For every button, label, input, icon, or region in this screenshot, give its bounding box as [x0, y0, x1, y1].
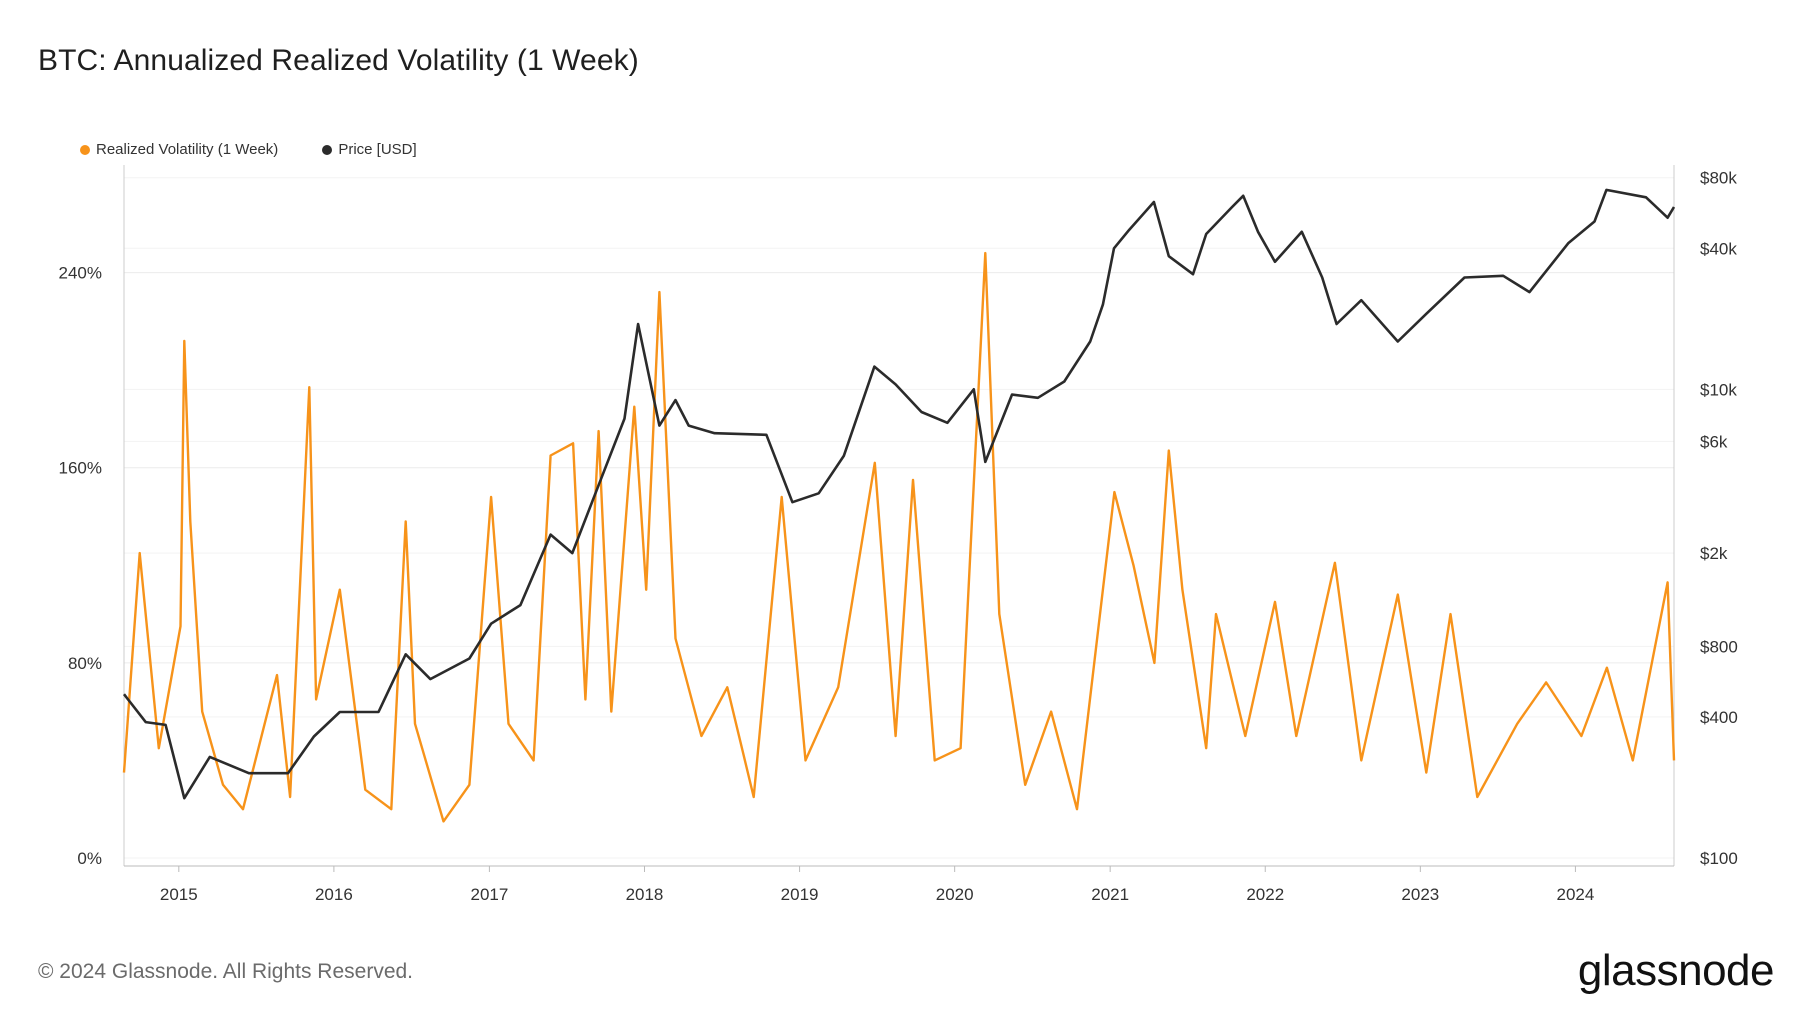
x-tick-label: 2017 [470, 885, 508, 904]
axes-layer [123, 165, 1675, 872]
legend-item-volatility[interactable]: Realized Volatility (1 Week) [80, 141, 278, 158]
x-tick-label: 2022 [1246, 885, 1284, 904]
volatility-series [122, 251, 1676, 823]
tick-labels: 0% 80% 160% 240% $100 $400 $800 $2k $6k $10k $40k $… [59, 169, 1738, 904]
y-right-tick-label: $40k [1700, 239, 1737, 258]
y-right-tick-label: $400 [1700, 708, 1738, 727]
y-left-tick-label: 0% [77, 849, 102, 868]
y-right-tick-label: $10k [1700, 380, 1737, 399]
legend-item-price[interactable]: Price [USD] [322, 141, 417, 158]
x-tick-label: 2023 [1401, 885, 1439, 904]
legend-swatch-volatility [80, 144, 90, 155]
x-tick-label: 2018 [626, 885, 664, 904]
x-tick-label: 2019 [781, 885, 819, 904]
price-series [122, 188, 1676, 800]
chart-title: BTC: Annualized Realized Volatility (1 W… [38, 44, 639, 77]
chart-legend: Realized Volatility (1 Week) Price [USD] [80, 141, 417, 158]
legend-label-volatility: Realized Volatility (1 Week) [96, 141, 279, 158]
y-left-tick-label: 80% [68, 654, 102, 673]
x-tick-label: 2020 [936, 885, 974, 904]
y-left-tick-label: 240% [59, 264, 102, 283]
y-right-tick-label: $80k [1700, 169, 1737, 188]
brand-logo: glassnode [1577, 946, 1775, 995]
volatility-line [122, 251, 1676, 823]
y-right-tick-label: $100 [1700, 849, 1738, 868]
legend-swatch-price [322, 144, 333, 155]
x-tick-label: 2024 [1557, 885, 1595, 904]
footer-copyright: © 2024 Glassnode. All Rights Reserved. [38, 960, 414, 983]
x-tick-label: 2015 [160, 885, 198, 904]
grid-layer [124, 177, 1674, 859]
y-right-tick-label: $6k [1700, 432, 1728, 451]
legend-label-price: Price [USD] [338, 141, 417, 158]
x-tick-label: 2016 [315, 885, 353, 904]
y-left-tick-label: 160% [59, 459, 102, 478]
x-tick-label: 2021 [1091, 885, 1129, 904]
price-line [122, 188, 1676, 800]
y-right-tick-label: $800 [1700, 637, 1738, 656]
y-right-tick-label: $2k [1700, 544, 1728, 563]
